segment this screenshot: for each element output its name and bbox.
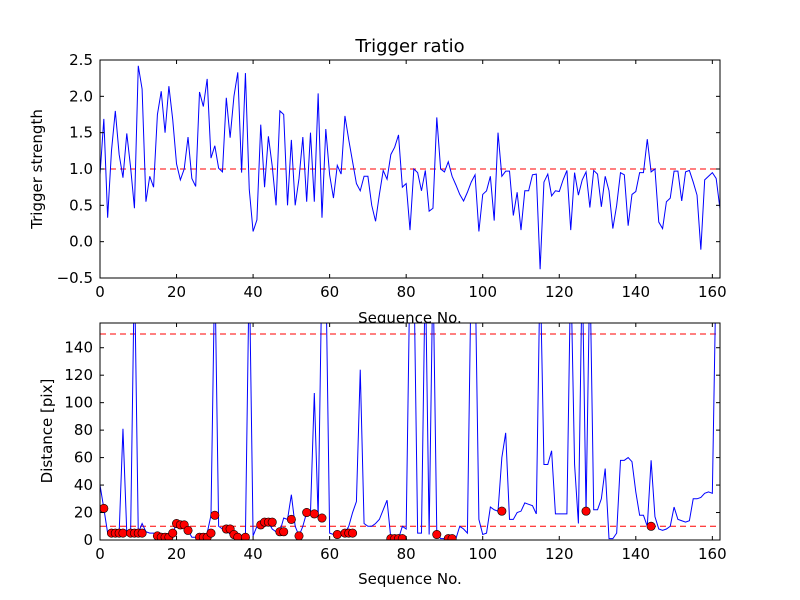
x-tick-label: 160	[698, 283, 727, 301]
data-marker	[497, 506, 507, 516]
y-tick-label: 40	[74, 476, 93, 494]
y-tick-label: 100	[64, 394, 93, 412]
data-marker	[302, 508, 312, 518]
x-tick-label: 0	[95, 545, 105, 563]
x-tick-label: 140	[621, 545, 650, 563]
y-tick-label: 2.5	[69, 51, 93, 69]
bottom-y-axis-label: Distance [pix]	[38, 379, 56, 484]
bottom-x-axis-label: Sequence No.	[358, 570, 462, 588]
y-tick-label: 80	[74, 421, 93, 439]
y-tick-label: 1.5	[69, 124, 93, 142]
bottom-chart: 0 20 40 60 80 100 120 140 160020406080100120140 …	[38, 322, 727, 588]
x-tick-label: 0	[95, 283, 105, 301]
x-tick-label: 100	[468, 545, 497, 563]
data-marker	[581, 506, 591, 516]
y-tick-label: 2.0	[69, 87, 93, 105]
x-tick-label: 160	[698, 545, 727, 563]
data-marker	[646, 521, 656, 531]
top-axis-ticks: 0 20 40 60 80 100 120 140 160 −0.5 0.0 0.5 1.0 1.5 2.0…	[57, 51, 727, 301]
data-marker	[279, 527, 289, 537]
x-tick-label: 80	[397, 283, 416, 301]
data-marker	[332, 530, 342, 540]
data-marker	[137, 528, 147, 538]
data-marker	[348, 528, 358, 538]
y-tick-label: 20	[74, 504, 93, 522]
x-tick-label: 120	[545, 283, 574, 301]
data-marker	[432, 530, 442, 540]
top-chart: 0 20 40 60 80 100 120 140 160 −0.5 0.0 0.5 1.0 1.5 2.0…	[28, 36, 727, 327]
x-tick-label: 20	[167, 283, 186, 301]
top-y-axis-label: Trigger strength	[28, 109, 46, 230]
x-tick-label: 80	[397, 545, 416, 563]
bottom-axis-ticks: 0 20 40 60 80 100 120 140 160 0 20 40 60 80 100 120 140	[64, 323, 727, 563]
x-tick-label: 40	[244, 545, 263, 563]
data-marker	[267, 517, 277, 527]
top-chart-title: Trigger ratio	[354, 36, 464, 57]
data-marker	[168, 528, 178, 538]
data-marker	[118, 528, 128, 538]
y-tick-label: 0.0	[69, 233, 93, 251]
y-tick-label: 140	[64, 339, 93, 357]
y-tick-label: 120	[64, 366, 93, 384]
data-marker	[210, 510, 220, 520]
data-marker	[317, 513, 327, 523]
x-tick-label: 40	[244, 283, 263, 301]
data-marker	[294, 531, 304, 540]
x-tick-label: 120	[545, 545, 574, 563]
y-tick-label: 0	[83, 531, 93, 549]
bottom-markers	[100, 503, 656, 540]
bottom-plot-area	[100, 323, 720, 540]
y-tick-label: 1.0	[69, 160, 93, 178]
bottom-plot-frame	[99, 322, 721, 541]
y-tick-label: −0.5	[57, 269, 93, 287]
data-marker	[447, 534, 457, 540]
data-marker	[240, 532, 250, 540]
x-tick-label: 60	[320, 545, 339, 563]
x-tick-label: 60	[320, 283, 339, 301]
x-tick-label: 140	[621, 283, 650, 301]
data-marker	[206, 528, 216, 538]
y-tick-label: 0.5	[69, 196, 93, 214]
top-series-line	[100, 65, 720, 270]
data-marker	[183, 525, 193, 535]
x-tick-label: 100	[468, 283, 497, 301]
data-marker	[286, 514, 296, 524]
data-marker	[100, 503, 109, 513]
data-marker	[309, 509, 319, 519]
x-tick-label: 20	[167, 545, 186, 563]
y-tick-label: 60	[74, 449, 93, 467]
